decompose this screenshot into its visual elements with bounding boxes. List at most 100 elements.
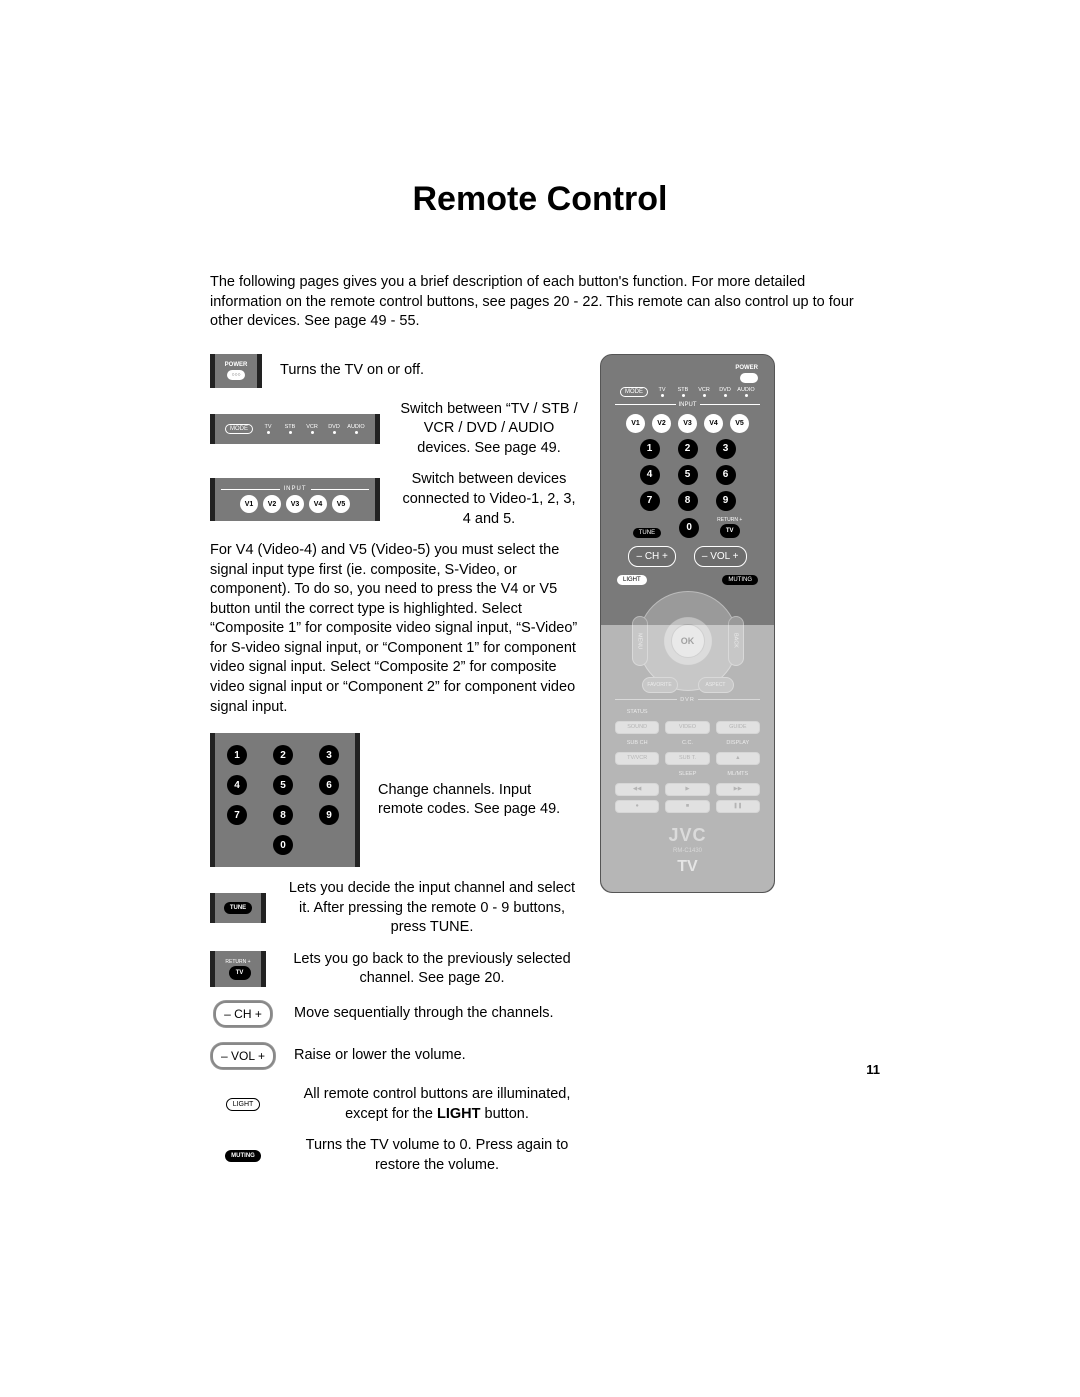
rf-soft-button: ● bbox=[615, 800, 659, 813]
rf-soft-label: SUB CH bbox=[615, 740, 659, 746]
rf-mode-device-label: AUDIO bbox=[737, 387, 755, 397]
rf-logo: JVC bbox=[611, 825, 764, 846]
rf-ok-button: OK bbox=[671, 624, 705, 658]
rf-soft-label: STATUS bbox=[615, 709, 659, 715]
mode-device-label: STB bbox=[281, 424, 299, 434]
rf-v-button: V2 bbox=[652, 414, 671, 433]
frag-return: RETURN + TV Lets you go back to the prev… bbox=[210, 950, 580, 989]
rf-soft-button: SUB T. bbox=[665, 752, 709, 765]
number-button: 3 bbox=[319, 745, 339, 765]
number-button: 6 bbox=[319, 775, 339, 795]
frag-muting: MUTING Turns the TV volume to 0. Press a… bbox=[210, 1136, 580, 1175]
rf-mode-device-label: DVD bbox=[716, 387, 734, 397]
frag-return-img: RETURN + TV bbox=[210, 951, 266, 987]
numbers-desc: Change channels. Input remote codes. See… bbox=[378, 781, 580, 820]
number-button: 0 bbox=[273, 835, 293, 855]
rf-number-button: 8 bbox=[678, 491, 698, 511]
frag-power-img: POWER ○○○ bbox=[210, 354, 262, 388]
rf-mode-device-label: TV bbox=[653, 387, 671, 397]
rf-num-0: 0 bbox=[679, 518, 699, 538]
power-button-icon: ○○○ bbox=[227, 370, 245, 380]
v4v5-paragraph: For V4 (Video-4) and V5 (Video-5) you mu… bbox=[210, 541, 580, 717]
rf-number-button: 3 bbox=[716, 439, 736, 459]
rf-power-label: POWER bbox=[735, 365, 758, 371]
frag-input-img: INPUT V1V2V3V4V5 bbox=[210, 478, 380, 521]
light-desc: All remote control buttons are illuminat… bbox=[294, 1085, 580, 1124]
frag-tune-img: TUNE bbox=[210, 893, 266, 923]
rf-v-button: V5 bbox=[730, 414, 749, 433]
rf-soft-button: VIDEO bbox=[665, 721, 709, 734]
rf-number-button: 9 bbox=[716, 491, 736, 511]
rf-menu-button: MENU bbox=[632, 616, 648, 666]
rf-mode-device-label: VCR bbox=[695, 387, 713, 397]
tune-button: TUNE bbox=[224, 902, 252, 914]
rf-mode-button: MODE bbox=[620, 387, 648, 397]
mode-device-label: TV bbox=[259, 424, 277, 434]
rf-soft-button: ▶ bbox=[665, 783, 709, 796]
rf-number-button: 5 bbox=[678, 465, 698, 485]
rf-tune-button: TUNE bbox=[633, 528, 661, 538]
rf-vol-rocker: – VOL + bbox=[694, 546, 747, 567]
rf-number-button: 6 bbox=[716, 465, 736, 485]
muting-desc: Turns the TV volume to 0. Press again to… bbox=[294, 1136, 580, 1175]
rf-soft-button: GUIDE bbox=[716, 721, 760, 734]
frag-tune: TUNE Lets you decide the input channel a… bbox=[210, 879, 580, 938]
frag-power: POWER ○○○ Turns the TV on or off. bbox=[210, 354, 580, 388]
rf-soft-button: ▶▶ bbox=[716, 783, 760, 796]
rf-v-button: V3 bbox=[678, 414, 697, 433]
page-title: Remote Control bbox=[210, 180, 870, 219]
rf-v-button: V4 bbox=[704, 414, 723, 433]
mode-device-label: DVD bbox=[325, 424, 343, 434]
return-tv-button: TV bbox=[229, 966, 251, 980]
input-desc: Switch between devices connected to Vide… bbox=[398, 470, 580, 529]
rf-soft-button: ■ bbox=[665, 800, 709, 813]
input-v-button: V3 bbox=[286, 495, 304, 513]
ch-desc: Move sequentially through the channels. bbox=[294, 1004, 580, 1024]
return-desc: Lets you go back to the previously selec… bbox=[284, 950, 580, 989]
mode-device-label: AUDIO bbox=[347, 424, 365, 434]
input-v-button: V2 bbox=[263, 495, 281, 513]
rf-mode-device-label: STB bbox=[674, 387, 692, 397]
number-button: 7 bbox=[227, 805, 247, 825]
rf-aspect-button: ASPECT bbox=[698, 677, 734, 693]
power-label: POWER bbox=[225, 362, 248, 368]
rf-soft-button: ◀◀ bbox=[615, 783, 659, 796]
rf-power-button-icon bbox=[740, 373, 758, 383]
input-v-button: V1 bbox=[240, 495, 258, 513]
number-button: 1 bbox=[227, 745, 247, 765]
rf-soft-label bbox=[615, 771, 659, 777]
mode-device-label: VCR bbox=[303, 424, 321, 434]
number-button: 9 bbox=[319, 805, 339, 825]
mode-desc: Switch between “TV / STB / VCR / DVD / A… bbox=[398, 400, 580, 459]
rf-dpad: OK MENU BACK FAVORITE ASPECT bbox=[638, 591, 738, 691]
rf-mode-row: MODE TVSTBVCRDVDAUDIO bbox=[611, 387, 764, 397]
input-label: INPUT bbox=[284, 486, 307, 492]
rf-soft-label: SLEEP bbox=[665, 771, 709, 777]
muting-button: MUTING bbox=[225, 1150, 261, 1162]
rf-soft-button: ▲ bbox=[716, 752, 760, 765]
rf-v-button: V1 bbox=[626, 414, 645, 433]
rf-soft-label: C.C. bbox=[665, 740, 709, 746]
right-column: POWER MODE TVSTBVCRDVDAUDIO INPUT V1 V2 V3… bbox=[600, 354, 775, 893]
rf-model: RM-C1430 bbox=[611, 848, 764, 854]
rf-soft-button: ❚❚ bbox=[716, 800, 760, 813]
page-number: 11 bbox=[866, 1062, 880, 1077]
power-desc: Turns the TV on or off. bbox=[280, 361, 580, 381]
light-button: LIGHT bbox=[226, 1098, 261, 1111]
rf-back-button: BACK bbox=[728, 616, 744, 666]
return-top-label: RETURN + bbox=[225, 959, 250, 965]
rf-input-label: INPUT bbox=[679, 402, 697, 408]
rf-number-button: 2 bbox=[678, 439, 698, 459]
mode-button: MODE bbox=[225, 424, 253, 434]
rf-number-button: 4 bbox=[640, 465, 660, 485]
rf-favorite-button: FAVORITE bbox=[642, 677, 678, 693]
rf-soft-label: DISPLAY bbox=[716, 740, 760, 746]
number-button: 4 bbox=[227, 775, 247, 795]
number-button: 2 bbox=[273, 745, 293, 765]
number-button: 5 bbox=[273, 775, 293, 795]
left-column: POWER ○○○ Turns the TV on or off. MODE T… bbox=[210, 354, 580, 1176]
ch-rocker: – CH + bbox=[214, 1001, 272, 1027]
rf-number-button: 1 bbox=[640, 439, 660, 459]
rf-soft-label bbox=[665, 709, 709, 715]
tune-desc: Lets you decide the input channel and se… bbox=[284, 879, 580, 938]
